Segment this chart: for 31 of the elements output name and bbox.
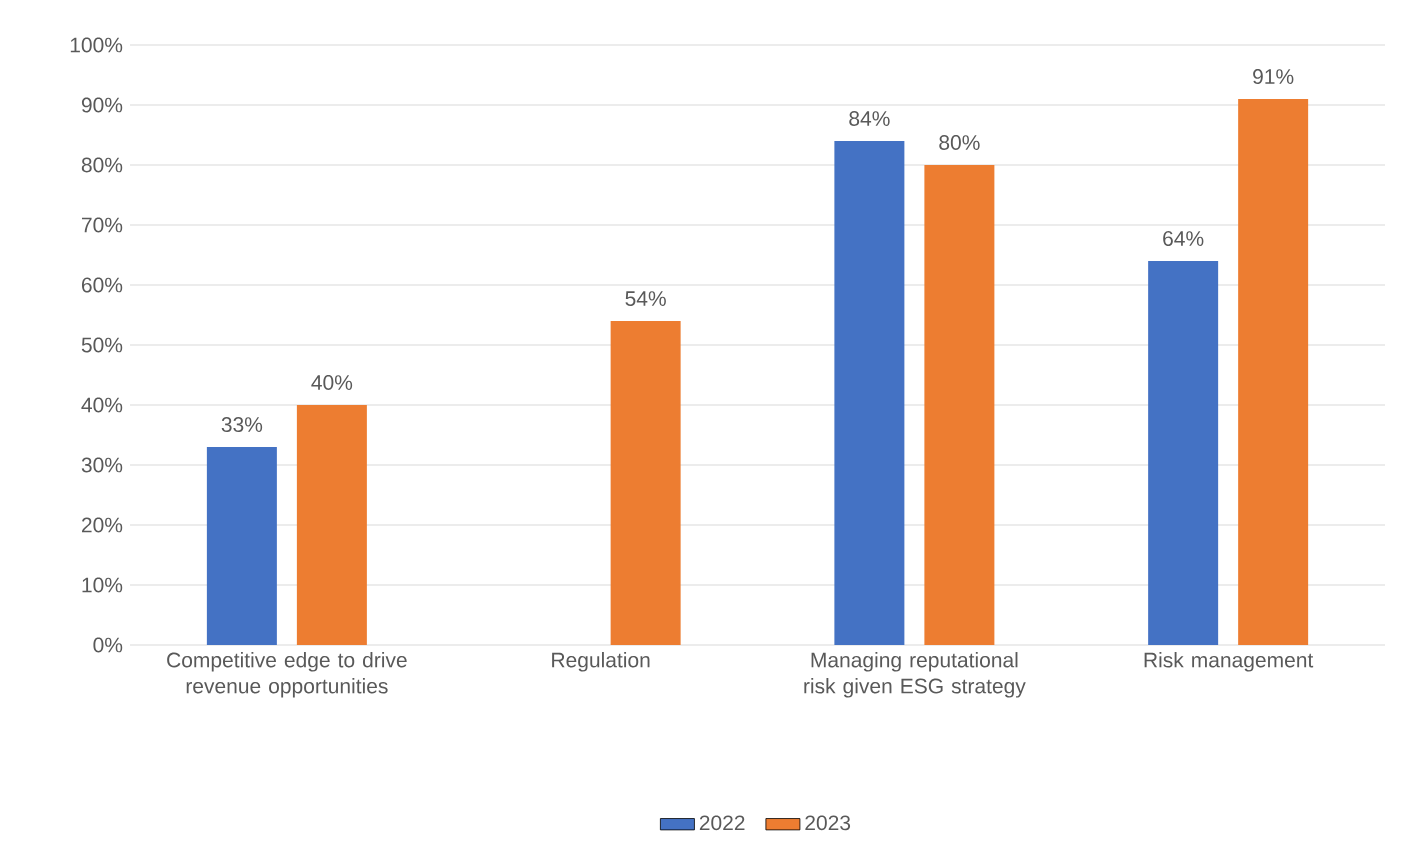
data-label: 91% <box>1253 69 1294 84</box>
x-tick-label: Regulation <box>552 652 650 672</box>
data-label: 64% <box>1163 231 1204 246</box>
bar <box>1238 99 1309 646</box>
data-label: 40% <box>311 375 353 390</box>
y-tick-label: 30% <box>81 457 123 473</box>
y-tick-label: 40% <box>81 397 123 413</box>
y-tick-label: 100% <box>70 37 123 53</box>
y-tick-label: 50% <box>81 337 123 353</box>
y-tick-label: 20% <box>81 517 123 533</box>
data-label: 84% <box>849 111 890 126</box>
y-tick-label: 0% <box>93 637 123 653</box>
bar <box>1148 261 1219 646</box>
bar <box>296 405 367 646</box>
bar <box>206 447 277 646</box>
x-tick-label: Managing reputational risk given ESG strategy <box>804 652 1026 698</box>
y-tick-label: 60% <box>81 277 123 293</box>
y-tick-label: 80% <box>81 157 123 173</box>
y-tick-label: 90% <box>81 97 123 113</box>
y-tick-label: 70% <box>81 217 123 233</box>
legend-label: 2022 <box>699 815 745 831</box>
y-tick-label: 10% <box>82 577 123 593</box>
legend-label: 2023 <box>805 815 851 831</box>
bar <box>834 141 905 646</box>
x-tick-label: Risk management <box>1144 652 1314 672</box>
data-label: 33% <box>221 417 263 432</box>
data-label: 80% <box>939 135 980 150</box>
bar <box>610 321 681 646</box>
x-tick-label: Competitive edge to drive revenue opportunities <box>167 652 407 698</box>
data-label: 54% <box>625 291 666 306</box>
bar <box>924 165 995 646</box>
